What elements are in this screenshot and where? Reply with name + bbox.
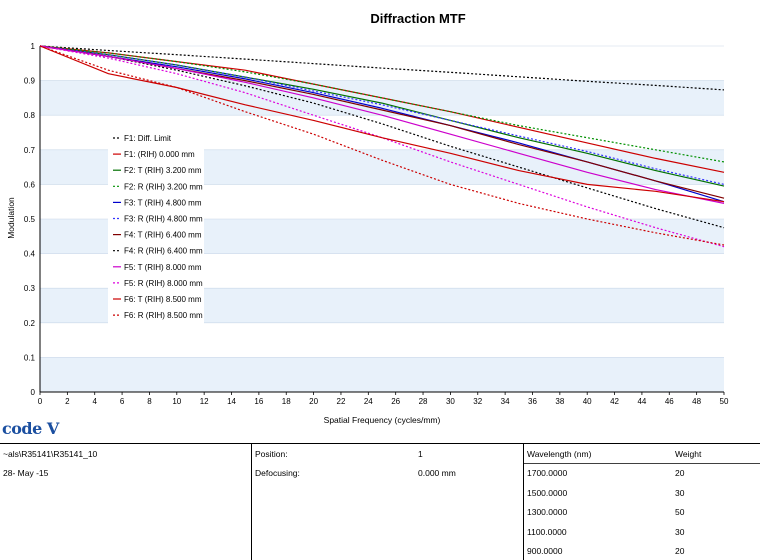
wavelength-value: 1300.0000 xyxy=(527,507,568,517)
series-line-11 xyxy=(39,45,725,203)
codev-logo: code V xyxy=(2,419,59,438)
x-tick-label: 18 xyxy=(282,397,291,406)
wavelength-value: 1500.0000 xyxy=(527,487,568,498)
legend-entry: F5: R (RIH) 8.000 mm xyxy=(124,279,203,288)
defocusing-label: Defocusing: xyxy=(255,468,300,478)
x-tick-label: 2 xyxy=(65,397,70,406)
x-tick-label: 22 xyxy=(337,397,346,406)
series-line-6 xyxy=(39,45,725,185)
y-tick-label: 0.9 xyxy=(24,77,36,86)
x-tick-label: 20 xyxy=(309,397,318,406)
x-axis-label: Spatial Frequency (cycles/mm) xyxy=(324,415,441,425)
legend-entry: F3: R (RIH) 4.800 mm xyxy=(124,215,203,224)
x-tick-label: 42 xyxy=(610,397,619,406)
x-tick-label: 12 xyxy=(200,397,209,406)
defocusing-value: 0.000 mm xyxy=(418,468,456,478)
legend-entry: F5: T (RIH) 8.000 mm xyxy=(124,263,202,272)
legend-box xyxy=(108,129,204,325)
date-text: 28- May -15 xyxy=(3,468,49,478)
grid-band xyxy=(40,357,724,392)
weight-value: 20 xyxy=(675,546,685,556)
weight-value: 30 xyxy=(675,487,685,498)
x-tick-label: 44 xyxy=(637,397,646,406)
y-tick-label: 0.7 xyxy=(24,146,36,155)
x-tick-label: 32 xyxy=(473,397,482,406)
legend-entry: F1: Diff. Limit xyxy=(124,134,172,143)
legend-entry: F2: R (RIH) 3.200 mm xyxy=(124,182,203,191)
wavelength-header: Wavelength (nm) xyxy=(527,449,592,459)
weight-value: 30 xyxy=(675,526,685,537)
wavelength-value: 1100.0000 xyxy=(527,526,567,537)
legend-entry: F1: (RIH) 0.000 mm xyxy=(124,150,195,159)
wavelength-value: 900.0000 xyxy=(527,546,563,556)
series-line-9 xyxy=(39,45,725,204)
x-tick-label: 28 xyxy=(419,397,428,406)
legend-entry: F6: T (RIH) 8.500 mm xyxy=(124,295,202,304)
wavelength-value: 1700.0000 xyxy=(527,468,568,478)
y-tick-label: 0.4 xyxy=(24,250,36,259)
series-line-8 xyxy=(39,45,725,229)
x-tick-label: 38 xyxy=(555,397,564,406)
x-tick-label: 8 xyxy=(147,397,152,406)
y-tick-label: 0.1 xyxy=(24,353,36,362)
x-tick-label: 4 xyxy=(92,397,97,406)
weight-header: Weight xyxy=(675,449,702,459)
y-tick-label: 0.6 xyxy=(24,180,36,189)
x-tick-label: 14 xyxy=(227,397,236,406)
position-value: 1 xyxy=(418,449,423,459)
x-tick-label: 34 xyxy=(501,397,510,406)
y-tick-label: 0.8 xyxy=(24,111,36,120)
file-path: ~als\R35141\R35141_10 xyxy=(3,449,98,459)
weight-value: 50 xyxy=(675,507,685,517)
info-grid-lines xyxy=(0,443,760,560)
legend-entry: F4: T (RIH) 6.400 mm xyxy=(124,231,202,240)
x-tick-label: 36 xyxy=(528,397,537,406)
x-tick-label: 26 xyxy=(391,397,400,406)
y-tick-label: 1 xyxy=(31,42,36,51)
x-tick-label: 48 xyxy=(692,397,701,406)
chart-title: Diffraction MTF xyxy=(370,11,465,26)
y-axis-label: Modulation xyxy=(6,197,16,239)
weight-value: 20 xyxy=(675,468,685,478)
info-panel: ~als\R35141\R35141_10 28- May -15 Positi… xyxy=(0,443,760,560)
x-tick-label: 6 xyxy=(120,397,125,406)
y-tick-label: 0 xyxy=(31,388,36,397)
x-tick-label: 0 xyxy=(38,397,43,406)
series-line-2 xyxy=(39,45,725,173)
legend-entry: F2: T (RIH) 3.200 mm xyxy=(124,166,202,175)
x-tick-label: 50 xyxy=(720,397,729,406)
legend-entry: F3: T (RIH) 4.800 mm xyxy=(124,198,202,207)
x-tick-label: 24 xyxy=(364,397,373,406)
legend-entry: F6: R (RIH) 8.500 mm xyxy=(124,311,203,320)
x-tick-label: 16 xyxy=(254,397,263,406)
series-line-10 xyxy=(39,45,725,248)
x-tick-label: 10 xyxy=(172,397,181,406)
y-tick-label: 0.3 xyxy=(24,284,36,293)
x-tick-label: 46 xyxy=(665,397,674,406)
position-label: Position: xyxy=(255,449,288,459)
series-line-3 xyxy=(39,45,725,187)
x-tick-label: 40 xyxy=(583,397,592,406)
legend-entry: F4: R (RIH) 6.400 mm xyxy=(124,247,203,256)
x-tick-label: 30 xyxy=(446,397,455,406)
y-tick-label: 0.2 xyxy=(24,319,36,328)
y-tick-label: 0.5 xyxy=(24,215,36,224)
series-line-12 xyxy=(39,45,725,246)
